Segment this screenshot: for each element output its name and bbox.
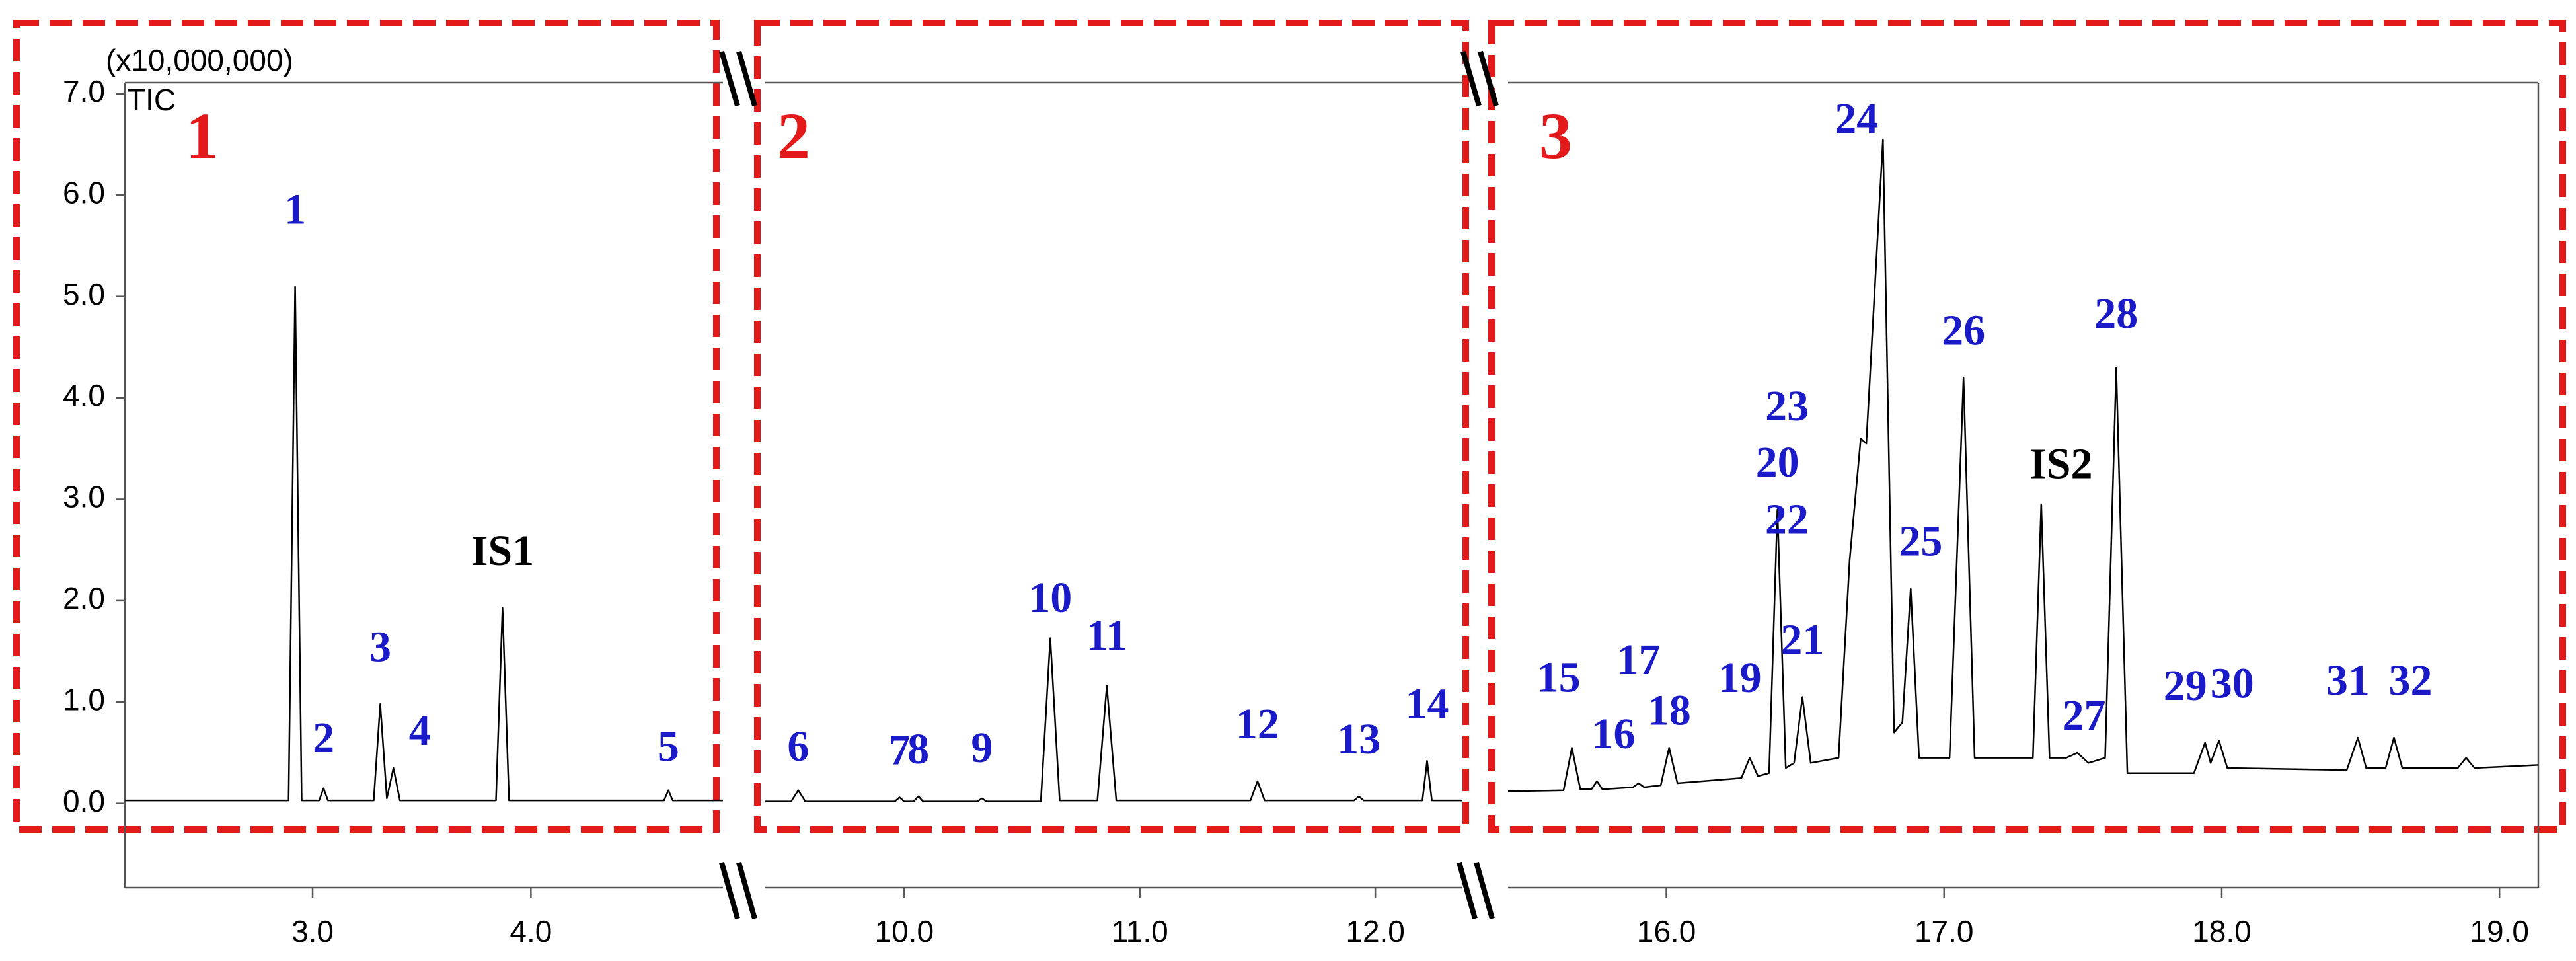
peak-label: 9 [971,724,993,772]
peak-label: 32 [2388,656,2432,705]
break-mark [736,50,757,107]
panel-label: 1 [186,99,219,173]
peak-label: 12 [1236,700,1279,748]
x-tick-label: 17.0 [1914,914,1974,948]
peak-label: IS1 [471,527,534,575]
y-tick-label: 2.0 [63,581,105,615]
peak-label: 29 [2164,662,2207,710]
peak-label: 24 [1835,95,1878,143]
peak-label: 10 [1028,574,1072,622]
peak-label: IS2 [2029,440,2092,488]
x-tick-label: 3.0 [291,914,334,948]
peak-label: 2 [313,714,334,762]
break-mark [1460,50,1482,107]
panel-box [1488,20,2566,833]
peak-label: 3 [369,623,391,671]
peak-label: 18 [1648,686,1691,734]
chromatogram-trace [765,637,1462,802]
x-tick-label: 11.0 [1112,914,1168,948]
peak-label: 13 [1337,715,1381,763]
peak-label: 7 [889,726,911,775]
peak-label: 5 [658,722,679,771]
panel-label: 2 [777,99,810,173]
peak-label: 19 [1718,654,1762,702]
y-tick-label: 3.0 [63,480,105,514]
x-tick-label: 12.0 [1345,914,1405,948]
chromatogram-trace [125,286,723,802]
axis-break [719,50,1499,920]
peak-label: 23 [1765,382,1809,430]
x-tick-label: 18.0 [2192,914,2252,948]
x-tick-label: 4.0 [510,914,552,948]
peak-label: 22 [1765,496,1809,544]
panel-box [754,20,1469,833]
break-mark [736,861,757,920]
peak-label: 25 [1899,518,1942,566]
chromatogram-trace [1507,138,2539,792]
y-tick-label: 5.0 [63,277,105,311]
peak-label: 20 [1756,438,1799,486]
peak-label: 28 [2094,289,2138,338]
y-tick-label: 7.0 [63,74,105,108]
peak-label: 14 [1406,679,1449,728]
peak-label: 8 [907,725,929,773]
y-multiplier: (x10,000,000) [106,43,293,77]
y-tick-label: 4.0 [63,378,105,412]
peak-label: 4 [409,707,431,755]
peak-label: 30 [2211,660,2254,708]
peak-label: 15 [1537,653,1581,701]
break-mark [719,861,740,920]
break-mark [719,50,740,107]
y-tick-label: 0.0 [63,784,105,818]
peak-label: 21 [1780,616,1824,664]
panel-box [13,20,720,833]
break-mark [1478,50,1499,107]
peak-label: 11 [1086,611,1127,660]
peak-label: 6 [787,722,809,771]
x-tick-label: 10.0 [875,914,934,948]
panel-label: 3 [1539,99,1572,173]
y-axis-label: TIC [127,83,176,117]
y-tick-label: 1.0 [63,682,105,716]
peak-label: 1 [284,185,306,233]
x-tick-label: 19.0 [2470,914,2529,948]
peak-label: 27 [2062,691,2105,740]
x-tick-label: 16.0 [1637,914,1696,948]
peak-label: 17 [1617,636,1661,684]
peak-label: 31 [2326,656,2370,705]
peak-label: 26 [1942,307,1985,355]
peak-label: 16 [1591,710,1635,758]
y-tick-label: 6.0 [63,175,105,210]
break-mark [1474,861,1495,920]
break-mark [1457,861,1478,920]
